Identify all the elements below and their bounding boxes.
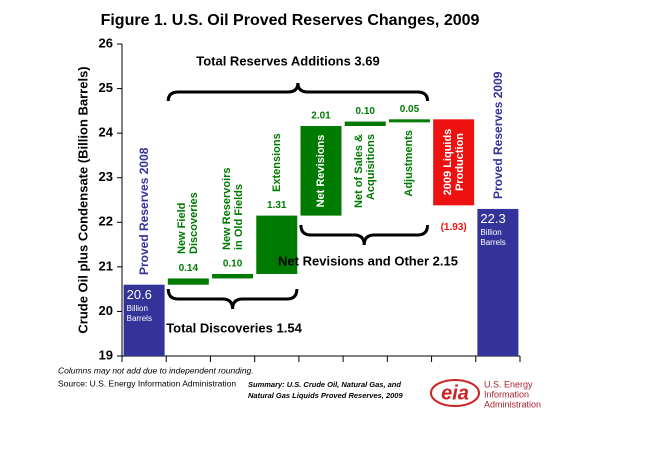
value-unit: Billion Barrels bbox=[126, 303, 152, 323]
brace bbox=[166, 288, 299, 310]
logo-text: U.S. Energy bbox=[484, 379, 533, 389]
value-unit: Billion Barrels bbox=[480, 227, 506, 247]
logo-swoosh bbox=[430, 379, 480, 407]
bar bbox=[300, 126, 342, 216]
category-label: Net Revisions bbox=[315, 134, 327, 208]
category-label: New Reservoirs in Old Fields bbox=[220, 167, 245, 250]
footnote: Columns may not add due to independent r… bbox=[58, 365, 254, 375]
category-label: Proved Reserves 2009 bbox=[490, 71, 505, 199]
y-tick-label: 25 bbox=[99, 80, 113, 95]
y-axis-label: Crude Oil plus Condensate (Billion Barre… bbox=[75, 66, 90, 333]
annotation: Net Revisions and Other 2.15 bbox=[278, 253, 458, 268]
bar bbox=[344, 121, 386, 127]
category-label: 2009 Liquids Production bbox=[441, 129, 466, 196]
y-tick-label: 19 bbox=[99, 347, 113, 362]
bar bbox=[123, 284, 165, 356]
y-tick-label: 20 bbox=[99, 303, 113, 318]
category-label: Proved Reserves 2008 bbox=[137, 147, 152, 275]
category-label: Net of Sales & Acquisitions bbox=[353, 134, 378, 208]
summary-line: Summary: U.S. Crude Oil, Natural Gas, an… bbox=[248, 380, 401, 389]
value-label: 1.31 bbox=[267, 200, 287, 211]
value-label: 0.10 bbox=[355, 106, 375, 117]
category-label: New Field Discoveries bbox=[176, 192, 201, 255]
logo-mark: eia bbox=[441, 382, 469, 404]
y-tick-label: 24 bbox=[99, 125, 114, 140]
bar bbox=[433, 119, 475, 206]
value-label: 20.6 bbox=[126, 286, 152, 302]
value-label: 0.10 bbox=[223, 259, 243, 270]
summary-line: Natural Gas Liquids Proved Reserves, 200… bbox=[248, 391, 403, 400]
y-tick-label: 22 bbox=[99, 214, 113, 229]
value-label: 2.01 bbox=[311, 111, 331, 122]
y-tick-label: 26 bbox=[99, 35, 113, 50]
category-label: Extensions bbox=[270, 132, 283, 192]
brace bbox=[299, 224, 430, 246]
logo-text: Administration bbox=[484, 399, 541, 409]
bar bbox=[388, 119, 430, 123]
chart-title: Figure 1. U.S. Oil Proved Reserves Chang… bbox=[101, 12, 480, 29]
value-label: (1.93) bbox=[441, 222, 467, 233]
y-tick-label: 21 bbox=[99, 258, 113, 273]
y-tick-label: 23 bbox=[99, 169, 113, 184]
annotation: Total Reserves Additions 3.69 bbox=[196, 53, 380, 68]
brace bbox=[166, 82, 430, 102]
bar bbox=[167, 278, 209, 285]
source: Source: U.S. Energy Information Administ… bbox=[58, 378, 236, 388]
annotation: Total Discoveries 1.54 bbox=[166, 320, 302, 335]
value-label: 22.3 bbox=[480, 210, 506, 226]
category-label: Adjustments bbox=[403, 130, 416, 197]
logo-text: Information bbox=[484, 389, 529, 399]
bar bbox=[477, 208, 519, 356]
bar bbox=[256, 215, 298, 274]
value-label: 0.05 bbox=[400, 104, 420, 115]
bar bbox=[212, 273, 254, 279]
value-label: 0.14 bbox=[179, 263, 199, 274]
